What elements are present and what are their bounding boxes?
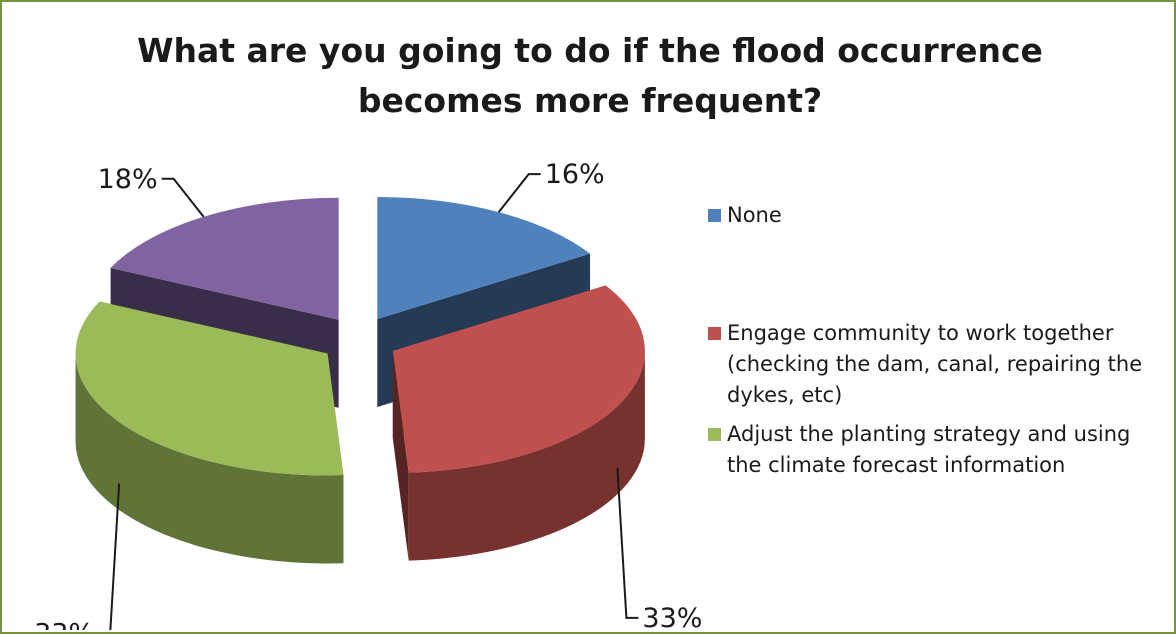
legend-swatch-none [708,209,721,222]
legend-swatch-adjust-planting [708,428,721,441]
legend-entry-adjust-planting: Adjust the planting strategy and using t… [708,419,1168,481]
legend-swatch-engage-community [708,327,721,340]
legend-line: (checking the dam, canal, repairing the [727,352,1143,376]
slice-side-engage-community-to [408,350,645,561]
legend-text-none: None [727,200,1168,231]
data-label-adjust-the-planting: 33% [34,619,94,630]
data-label-none: 16% [545,159,605,190]
slice-top-slice-4 [110,197,339,320]
leader-line-none [497,173,541,213]
legend-text-engage-community: Engage community to work together (check… [727,318,1168,411]
legend-entry-engage-community: Engage community to work together (check… [708,318,1168,411]
chart-title-line-1: What are you going to do if the flood oc… [137,31,1043,70]
legend-text-adjust-planting: Adjust the planting strategy and using t… [727,419,1168,481]
slice-top-adjust-the-planting [75,301,344,476]
legend-line: dykes, etc) [727,383,843,407]
slice-side-adjust-the-planting [75,353,344,564]
data-label-engage-community-to: 33% [642,603,702,630]
chart-title-line-2: becomes more frequent? [357,81,823,120]
leader-line-adjust-the-planting [109,483,121,630]
data-label-slice-4: 18% [98,164,158,195]
legend-entry-none: None [708,200,1168,231]
chart-title: What are you going to do if the flood oc… [2,26,1176,126]
pie-tops [75,197,645,476]
leader-line-engage-community-to [616,467,639,619]
legend-line: the climate forecast information [727,453,1066,477]
legend-line: Adjust the planting strategy and using [727,422,1131,446]
slice-wall-engage-community-to-end [392,350,409,561]
slice-top-engage-community-to [392,285,645,473]
pie-data-labels: 16% 33% 33% 18% [34,159,702,630]
leader-line-slice-4 [161,177,205,218]
slice-top-none [377,197,591,320]
legend-line: None [727,203,782,227]
legend-line: Engage community to work together [727,321,1114,345]
